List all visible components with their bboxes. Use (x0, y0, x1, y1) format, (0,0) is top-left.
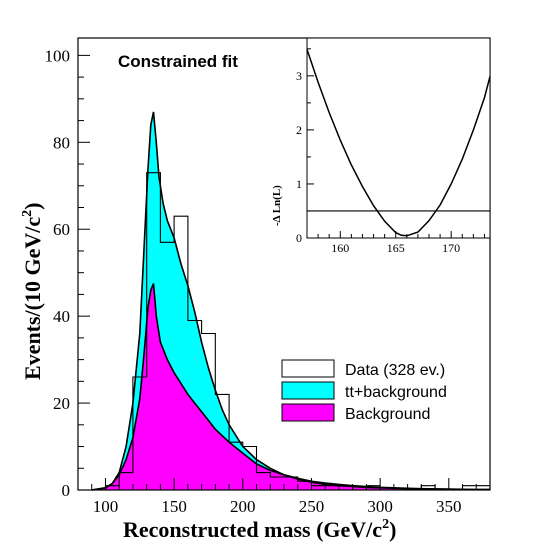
main-y-tick-label: 100 (45, 46, 71, 65)
series-tt-background-area (91, 111, 490, 491)
inset-y-axis: 0 1 2 3 (296, 48, 314, 245)
inset-y-tick-label: 2 (296, 123, 302, 137)
legend-swatch-tt-background (281, 381, 335, 400)
inset-likelihood-curve (306, 49, 491, 237)
main-x-tick-label: 250 (299, 497, 325, 516)
chart-title: Constrained fit (118, 52, 238, 71)
inset-plot: 160 165 170 0 1 2 3 (296, 37, 491, 255)
main-y-tick-label: 60 (53, 220, 70, 239)
inset-x-axis: 160 165 170 (317, 231, 485, 255)
x-axis-label: Reconstructed mass (GeV/c2) (123, 517, 396, 542)
main-x-tick-label: 300 (367, 497, 393, 516)
inset-y-tick-label: 0 (296, 231, 302, 245)
legend-label-background: Background (345, 406, 430, 423)
legend-label-tt-background: tt+background (345, 384, 447, 401)
inset-y-axis-label: -Δ Ln(L) (271, 185, 283, 226)
main-y-tick-label: 20 (53, 394, 70, 413)
main-y-tick-label: 80 (53, 133, 70, 152)
legend: Data (328 ev.) tt+background Background (281, 359, 447, 423)
inset-x-tick-label: 165 (387, 241, 405, 255)
inset-x-tick-label: 160 (331, 241, 349, 255)
legend-swatch-data (281, 359, 335, 378)
main-x-tick-label: 350 (436, 497, 462, 516)
inset-y-tick-label: 1 (296, 177, 302, 191)
series-background-line (91, 283, 490, 491)
main-x-tick-label: 200 (230, 497, 256, 516)
legend-label-data: Data (328 ev.) (345, 362, 445, 379)
y-axis-label: Events/(10 GeV/c2) (20, 203, 45, 380)
series-background-area (91, 283, 490, 490)
main-y-tick-label: 40 (53, 307, 70, 326)
main-x-tick-label: 100 (93, 497, 119, 516)
main-y-tick-label: 0 (62, 481, 71, 500)
main-x-axis: 100 150 200 250 300 350 (91, 478, 491, 516)
inset-y-tick-label: 3 (296, 69, 302, 83)
main-y-axis: 0 20 40 60 80 100 (45, 46, 90, 500)
inset-plot-frame (306, 37, 491, 239)
legend-swatch-background (281, 403, 335, 422)
main-x-tick-label: 150 (161, 497, 187, 516)
inset-x-tick-label: 170 (442, 241, 460, 255)
